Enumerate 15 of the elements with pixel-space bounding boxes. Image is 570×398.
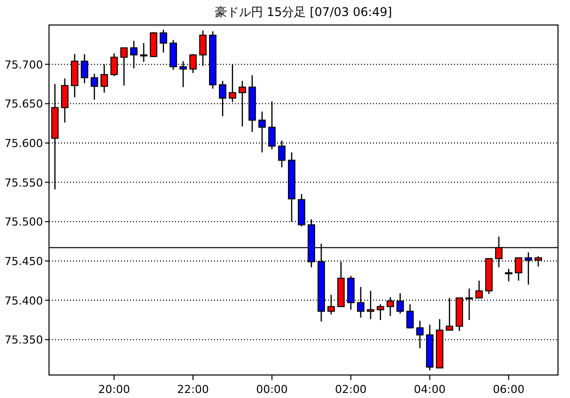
- y-tick-label: 75.350: [4, 334, 43, 347]
- y-tick-label: 75.650: [4, 98, 43, 111]
- x-tick-label: 20:00: [98, 383, 130, 396]
- y-tick-label: 75.550: [4, 176, 43, 190]
- y-tick-label: 75.600: [4, 136, 43, 150]
- chart-title: 豪ドル円 15分足 [07/03 06:49]: [214, 5, 392, 19]
- x-tick-label: 06:00: [492, 383, 525, 396]
- x-tick-label: 04:00: [414, 383, 446, 396]
- y-tick-label: 75.700: [4, 58, 43, 72]
- y-tick-label: 75.400: [4, 294, 43, 308]
- x-tick-label: 02:00: [334, 383, 367, 396]
- y-tick-label: 75.450: [4, 254, 43, 268]
- x-tick-label: 22:00: [177, 383, 209, 396]
- y-tick-label: 75.500: [4, 216, 43, 229]
- x-tick-label: 00:00: [256, 383, 288, 396]
